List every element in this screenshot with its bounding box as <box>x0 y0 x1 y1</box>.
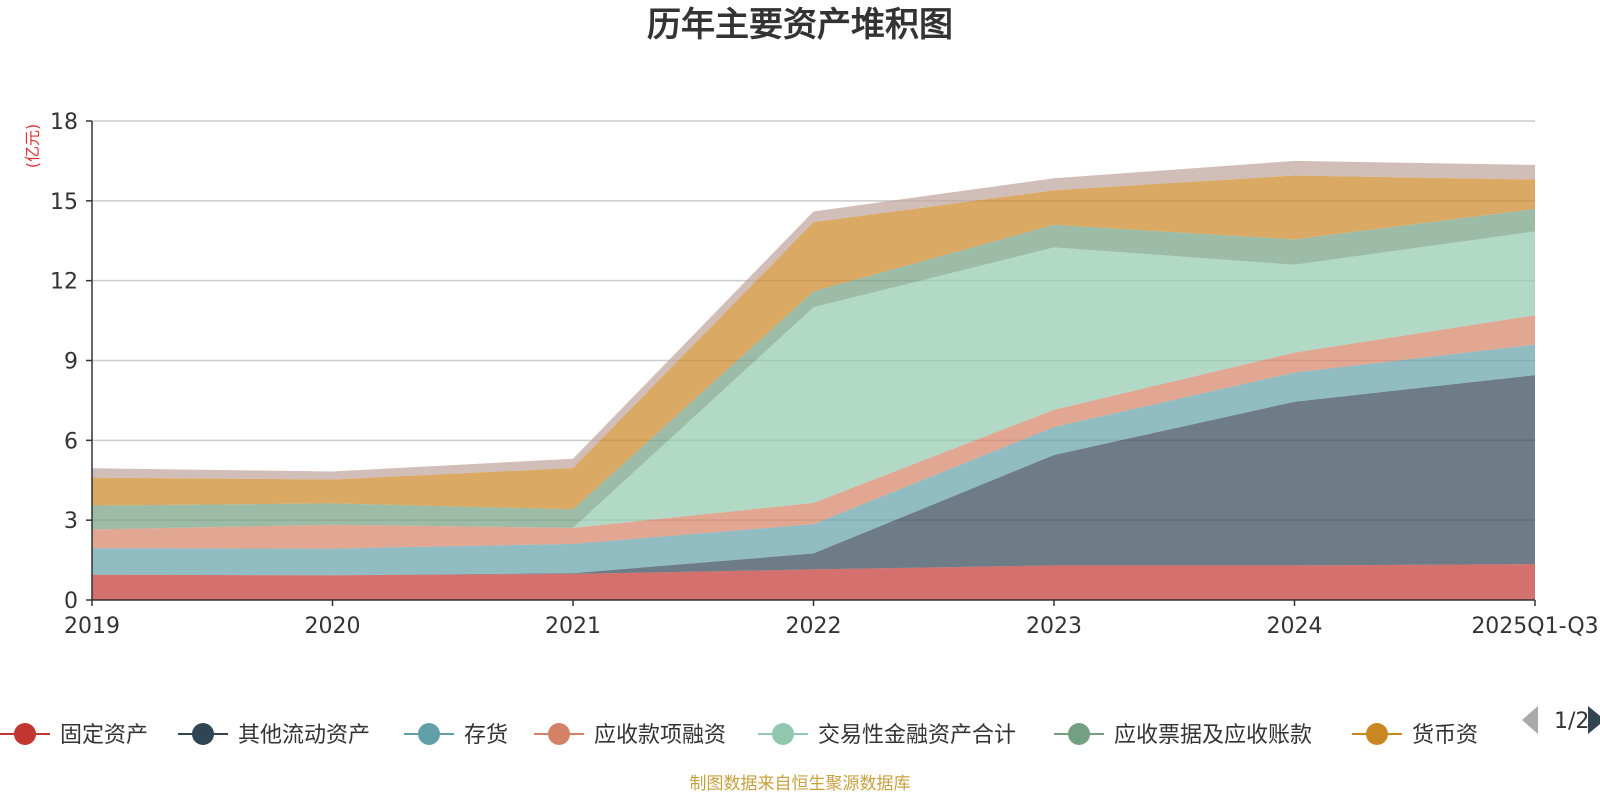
legend-dot-icon <box>418 723 440 745</box>
x-tick-label: 2025Q1-Q3 <box>1471 614 1598 639</box>
x-tick-label: 2023 <box>1026 614 1082 639</box>
x-tick-label: 2019 <box>64 614 120 639</box>
x-tick-label: 2021 <box>545 614 601 639</box>
legend-item[interactable]: 其他流动资产 <box>178 723 370 748</box>
legend-item[interactable]: 固定资产 <box>0 723 148 748</box>
y-tick-label: 3 <box>64 509 78 534</box>
chart-title: 历年主要资产堆积图 <box>647 5 953 45</box>
legend-item[interactable]: 应收票据及应收账款 <box>1054 723 1312 748</box>
legend-dot-icon <box>14 723 36 745</box>
area-存货 <box>92 344 1535 576</box>
data-source-note: 制图数据来自恒生聚源数据库 <box>690 774 911 794</box>
legend-dot-icon <box>192 723 214 745</box>
y-tick-label: 12 <box>50 270 78 295</box>
area-应收款项融资 <box>92 315 1535 549</box>
area-交易性金融资产合计 <box>92 231 1535 530</box>
legend-dot-icon <box>772 723 794 745</box>
legend-label: 固定资产 <box>60 723 148 748</box>
y-tick-label: 18 <box>50 110 78 135</box>
legend-item[interactable]: 交易性金融资产合计 <box>758 723 1016 748</box>
legend-dot-icon <box>1366 723 1388 745</box>
legend-label: 交易性金融资产合计 <box>818 723 1016 748</box>
area-应收票据及应收账款 <box>92 208 1535 530</box>
legend-item[interactable]: 货币资 <box>1352 723 1478 748</box>
y-tick-label: 6 <box>64 429 78 454</box>
legend-label: 其他流动资产 <box>238 723 370 748</box>
area-固定资产 <box>92 564 1535 600</box>
legend-dot-icon <box>548 723 570 745</box>
x-tick-label: 2020 <box>305 614 361 639</box>
legend-dot-icon <box>1068 723 1090 745</box>
legend[interactable]: 固定资产 其他流动资产 存货 应收款项融资 交易性金融资产合计 应收票据及应收账款 货币资 <box>0 723 1478 748</box>
area-series <box>92 160 1535 600</box>
legend-label: 货币资 <box>1412 723 1478 748</box>
y-axis-ticks: 0 3 6 9 12 15 18 <box>50 110 92 614</box>
y-tick-label: 0 <box>64 589 78 614</box>
next-page-icon[interactable] <box>1588 706 1600 734</box>
y-tick-label: 9 <box>64 350 78 375</box>
x-tick-label: 2024 <box>1267 614 1323 639</box>
prev-page-icon[interactable] <box>1522 706 1538 734</box>
legend-pager[interactable]: 1/2 <box>1522 706 1600 734</box>
legend-label: 应收票据及应收账款 <box>1114 723 1312 748</box>
x-tick-label: 2022 <box>786 614 842 639</box>
legend-label: 应收款项融资 <box>594 723 726 748</box>
legend-item[interactable]: 存货 <box>404 723 508 748</box>
legend-page-indicator: 1/2 <box>1554 709 1589 734</box>
x-axis-ticks: 2019 2020 2021 2022 2023 2024 2025Q1-Q3 <box>64 600 1599 639</box>
y-axis-label: (亿元) <box>23 124 42 169</box>
legend-item[interactable]: 应收款项融资 <box>534 723 726 748</box>
area-其他流动资产 <box>92 375 1535 576</box>
y-tick-label: 15 <box>50 190 78 215</box>
legend-label: 存货 <box>464 723 508 748</box>
area-货币资 <box>92 175 1535 510</box>
